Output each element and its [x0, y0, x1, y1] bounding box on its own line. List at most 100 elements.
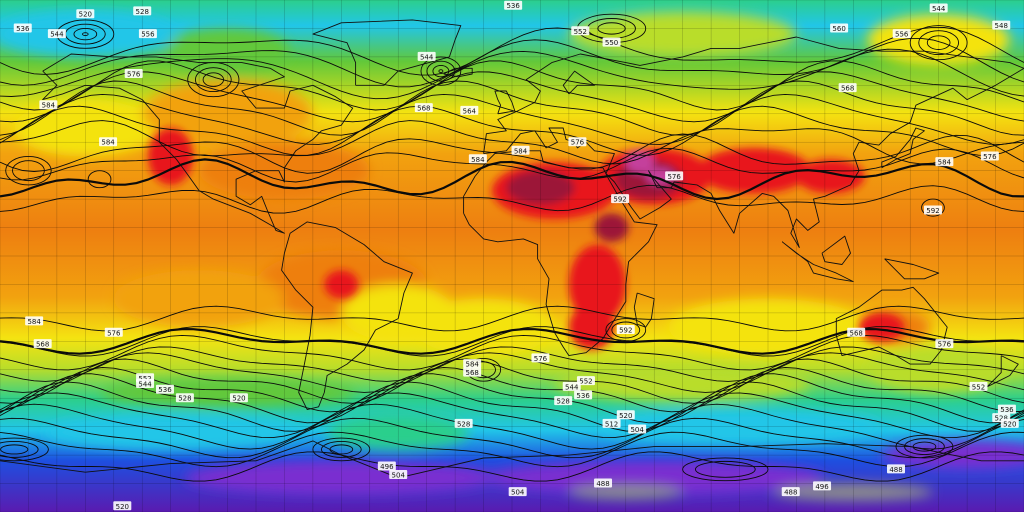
contour-label-text: 504 [392, 472, 406, 480]
field-blob [113, 270, 285, 328]
field-blob [42, 415, 299, 450]
closed-contour [320, 441, 362, 458]
contour-label-bg [892, 29, 911, 39]
coastlines [0, 19, 1024, 479]
contour-label: 520 [1000, 418, 1019, 428]
height-contour-line [0, 105, 1024, 156]
contour-label-text: 576 [127, 70, 141, 78]
contour-label: 584 [468, 154, 487, 164]
contour-label: 520 [76, 9, 95, 19]
height-contour-line [0, 80, 1024, 136]
height-contour-line [0, 381, 1024, 432]
contour-label: 592 [923, 205, 942, 215]
contour-label-text: 584 [27, 318, 41, 326]
coastline-path [42, 53, 354, 234]
height-contour-line [0, 373, 1024, 424]
contour-label: 584 [25, 316, 44, 326]
contour-label-text: 504 [511, 489, 525, 497]
contour-label-bg [508, 487, 527, 497]
coastline-path [821, 235, 851, 265]
contour-label: 576 [935, 339, 954, 349]
contour-label: 544 [417, 51, 436, 61]
closed-contour [73, 27, 98, 41]
contour-label-bg [929, 3, 948, 13]
closed-contour [432, 64, 450, 78]
contour-label: 528 [175, 393, 194, 403]
contour-label: 576 [104, 327, 123, 337]
contour-label: 550 [602, 37, 621, 47]
contour-label-text: 584 [471, 156, 485, 164]
contour-label-text: 568 [849, 329, 862, 337]
contour-label-text: 584 [465, 361, 479, 369]
contour-label-text: 576 [983, 153, 997, 161]
contour-label-bg [847, 327, 866, 337]
contour-label-text: 536 [158, 386, 172, 394]
closed-contour [312, 437, 371, 462]
thick-height-contour [0, 158, 1024, 201]
closed-contour [0, 437, 49, 462]
contour-label: 584 [511, 145, 530, 155]
closed-contour [0, 444, 29, 455]
closed-contour [926, 35, 951, 50]
height-contour-line [0, 417, 1024, 459]
contour-label-text: 504 [630, 426, 644, 434]
closed-contour [912, 441, 937, 452]
contour-label: 520 [229, 393, 248, 403]
height-contour-line [0, 346, 1024, 382]
contour-label: 556 [138, 29, 157, 39]
contour-label-bg [969, 381, 988, 391]
contour-label-text: 544 [138, 381, 152, 389]
contour-label-text: 556 [141, 31, 155, 39]
contour-label-text: 496 [815, 483, 829, 491]
contour-label-bg [133, 6, 152, 16]
closed-contour [426, 60, 456, 82]
contour-label-bg [155, 384, 174, 394]
contour-label-bg [389, 470, 408, 480]
field-hot-blob [594, 213, 629, 242]
contour-label-bg [104, 327, 123, 337]
closed-contour [921, 198, 945, 217]
contour-label-bg [562, 381, 581, 391]
contour-label-bg [463, 367, 482, 377]
contour-label: 584 [463, 359, 482, 369]
contour-label-bg [47, 29, 66, 39]
contour-label: 576 [124, 68, 143, 78]
contour-label: 536 [997, 404, 1016, 414]
closed-contour [5, 155, 52, 186]
contour-label-text: 544 [50, 31, 64, 39]
contour-label-bg [511, 145, 530, 155]
coastline-path [781, 241, 854, 283]
contour-label-bg [414, 103, 433, 113]
field-hot-blob [506, 170, 575, 205]
contour-label: 504 [508, 487, 527, 497]
contour-label-bg [504, 0, 523, 10]
contour-label: 556 [892, 29, 911, 39]
contour-label: 548 [992, 20, 1011, 30]
closed-contour [194, 67, 232, 93]
height-contours [0, 13, 1024, 482]
contour-label-bg [813, 481, 832, 491]
contour-label-text: 552 [574, 28, 587, 36]
contour-label-bg [468, 154, 487, 164]
contour-label-text: 520 [619, 412, 632, 420]
contour-label: 568 [414, 103, 433, 113]
height-contour-line [0, 147, 1024, 183]
contour-label-bg [602, 418, 621, 428]
contour-label: 576 [568, 137, 587, 147]
contour-label-bg [377, 461, 396, 471]
contour-label-text: 568 [465, 369, 478, 377]
contour-label: 584 [39, 100, 58, 110]
contour-label-text: 536 [506, 2, 520, 10]
closed-contour [597, 22, 626, 35]
contour-label-bg [628, 424, 647, 434]
coastline-path [562, 70, 595, 95]
contour-label-text: 528 [136, 8, 149, 16]
closed-contour [682, 457, 769, 482]
height-contour-line [0, 93, 1024, 145]
contour-label-bg [175, 393, 194, 403]
contour-label-bg [935, 157, 954, 167]
contour-label: 552 [576, 376, 595, 386]
contour-label-bg [531, 353, 550, 363]
contour-label: 488 [887, 464, 905, 474]
